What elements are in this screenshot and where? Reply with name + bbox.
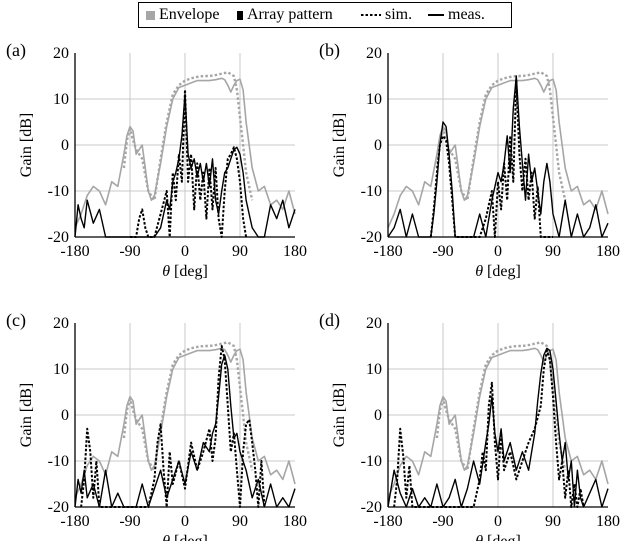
- chart-panel: -180 -90 0 90 180 -20 -10 0 10 20 (c) Gain [dB] θ [d…: [6, 310, 307, 541]
- x-tick-label: 180: [596, 243, 620, 260]
- y-tick-label: -10: [48, 183, 69, 200]
- panel-label: (c): [6, 310, 26, 331]
- x-tick-label: -90: [432, 513, 453, 530]
- series-line-array-pattern-meas: [387, 347, 609, 508]
- series-line-array-pattern-sim: [80, 345, 266, 508]
- y-tick-label: -10: [361, 453, 382, 470]
- y-tick-label: 20: [53, 315, 69, 332]
- y-tick-label: 20: [366, 315, 382, 332]
- y-tick-label: 10: [53, 361, 69, 378]
- legend-item-array: Array pattern: [237, 6, 333, 24]
- series-line-envelope-meas: [387, 347, 609, 499]
- y-tick-label: 10: [366, 91, 382, 108]
- dotted-line-icon: [361, 14, 381, 17]
- x-tick-label: 180: [283, 513, 307, 530]
- envelope-swatch-icon: [146, 10, 155, 20]
- x-axis-symbol: θ: [475, 533, 487, 541]
- y-tick-label: -20: [48, 499, 69, 516]
- x-axis-unit: [deg]: [487, 533, 521, 541]
- x-tick-label: 180: [283, 243, 307, 260]
- x-axis-unit: [deg]: [174, 533, 208, 541]
- chart-panel: -180 -90 0 90 180 -20 -10 0 10 20 (a) Gain [dB] θ [d…: [6, 40, 307, 280]
- x-tick-label: 90: [545, 513, 561, 530]
- x-tick-label: -180: [373, 243, 402, 260]
- y-axis-label: Gain [dB]: [331, 383, 348, 447]
- x-tick-label: 0: [494, 513, 502, 530]
- legend-sim-label: sim.: [385, 6, 413, 23]
- y-tick-label: 0: [374, 407, 382, 424]
- series-line-envelope-meas: [74, 77, 296, 229]
- y-tick-label: -20: [48, 229, 69, 246]
- y-tick-label: 0: [61, 407, 69, 424]
- panel-label: (a): [6, 40, 26, 61]
- x-tick-label: -90: [432, 243, 453, 260]
- y-tick-label: 20: [53, 45, 69, 62]
- y-axis-label: Gain [dB]: [18, 383, 35, 447]
- series-line-envelope-sim: [435, 341, 567, 472]
- x-tick-label: 0: [181, 513, 189, 530]
- y-tick-label: 10: [366, 361, 382, 378]
- series-line-envelope-sim: [122, 341, 254, 472]
- x-axis-unit: [deg]: [487, 263, 521, 280]
- y-axis-label: Gain [dB]: [331, 113, 348, 177]
- x-tick-label: 90: [232, 243, 248, 260]
- x-axis-label: θ [deg]: [475, 263, 521, 280]
- chart-panel: -180 -90 0 90 180 -20 -10 0 10 20 (d) Gain [dB] θ [d…: [319, 310, 620, 541]
- series-line-envelope-sim: [122, 71, 254, 202]
- y-tick-label: -20: [361, 229, 382, 246]
- panel-label: (b): [319, 40, 340, 61]
- x-tick-label: 0: [181, 243, 189, 260]
- x-tick-label: -90: [119, 513, 140, 530]
- legend-item-envelope: Envelope: [146, 6, 219, 24]
- x-tick-label: 180: [596, 513, 620, 530]
- y-tick-label: -10: [48, 453, 69, 470]
- x-axis-label: θ [deg]: [162, 533, 208, 541]
- x-axis-symbol: θ: [162, 533, 174, 541]
- x-tick-label: -90: [119, 243, 140, 260]
- panel-label: (d): [319, 310, 340, 331]
- series-line-array-pattern-sim: [429, 79, 553, 238]
- series-line-envelope-meas: [387, 77, 609, 229]
- legend-item-sim: sim.: [361, 6, 412, 24]
- y-tick-label: 20: [366, 45, 382, 62]
- legend: Envelope Array pattern sim. meas.: [138, 2, 512, 28]
- solid-line-icon: [428, 14, 444, 17]
- x-tick-label: -180: [60, 243, 89, 260]
- legend-item-meas: meas.: [428, 6, 485, 24]
- y-tick-label: 0: [374, 137, 382, 154]
- chart-panel: -180 -90 0 90 180 -20 -10 0 10 20 (b) Gain [dB] θ [d…: [319, 40, 620, 280]
- x-tick-label: -180: [373, 513, 402, 530]
- x-tick-label: -180: [60, 513, 89, 530]
- series-line-envelope-sim: [435, 71, 567, 202]
- series-line-array-pattern-sim: [393, 349, 585, 508]
- legend-envelope-label: Envelope: [159, 6, 220, 23]
- x-axis-label: θ [deg]: [475, 533, 521, 541]
- y-tick-label: -10: [361, 183, 382, 200]
- x-tick-label: 0: [494, 243, 502, 260]
- x-tick-label: 90: [232, 513, 248, 530]
- y-tick-label: -20: [361, 499, 382, 516]
- y-axis-label: Gain [dB]: [18, 113, 35, 177]
- x-axis-unit: [deg]: [174, 263, 208, 280]
- array-swatch-icon: [237, 10, 243, 20]
- y-tick-label: 0: [61, 137, 69, 154]
- series-line-array-pattern-meas: [387, 75, 609, 238]
- x-axis-label: θ [deg]: [162, 263, 208, 280]
- legend-array-label: Array pattern: [247, 6, 333, 23]
- legend-meas-label: meas.: [448, 6, 485, 23]
- y-tick-label: 10: [53, 91, 69, 108]
- x-tick-label: 90: [545, 243, 561, 260]
- x-axis-symbol: θ: [162, 263, 174, 280]
- x-axis-symbol: θ: [475, 263, 487, 280]
